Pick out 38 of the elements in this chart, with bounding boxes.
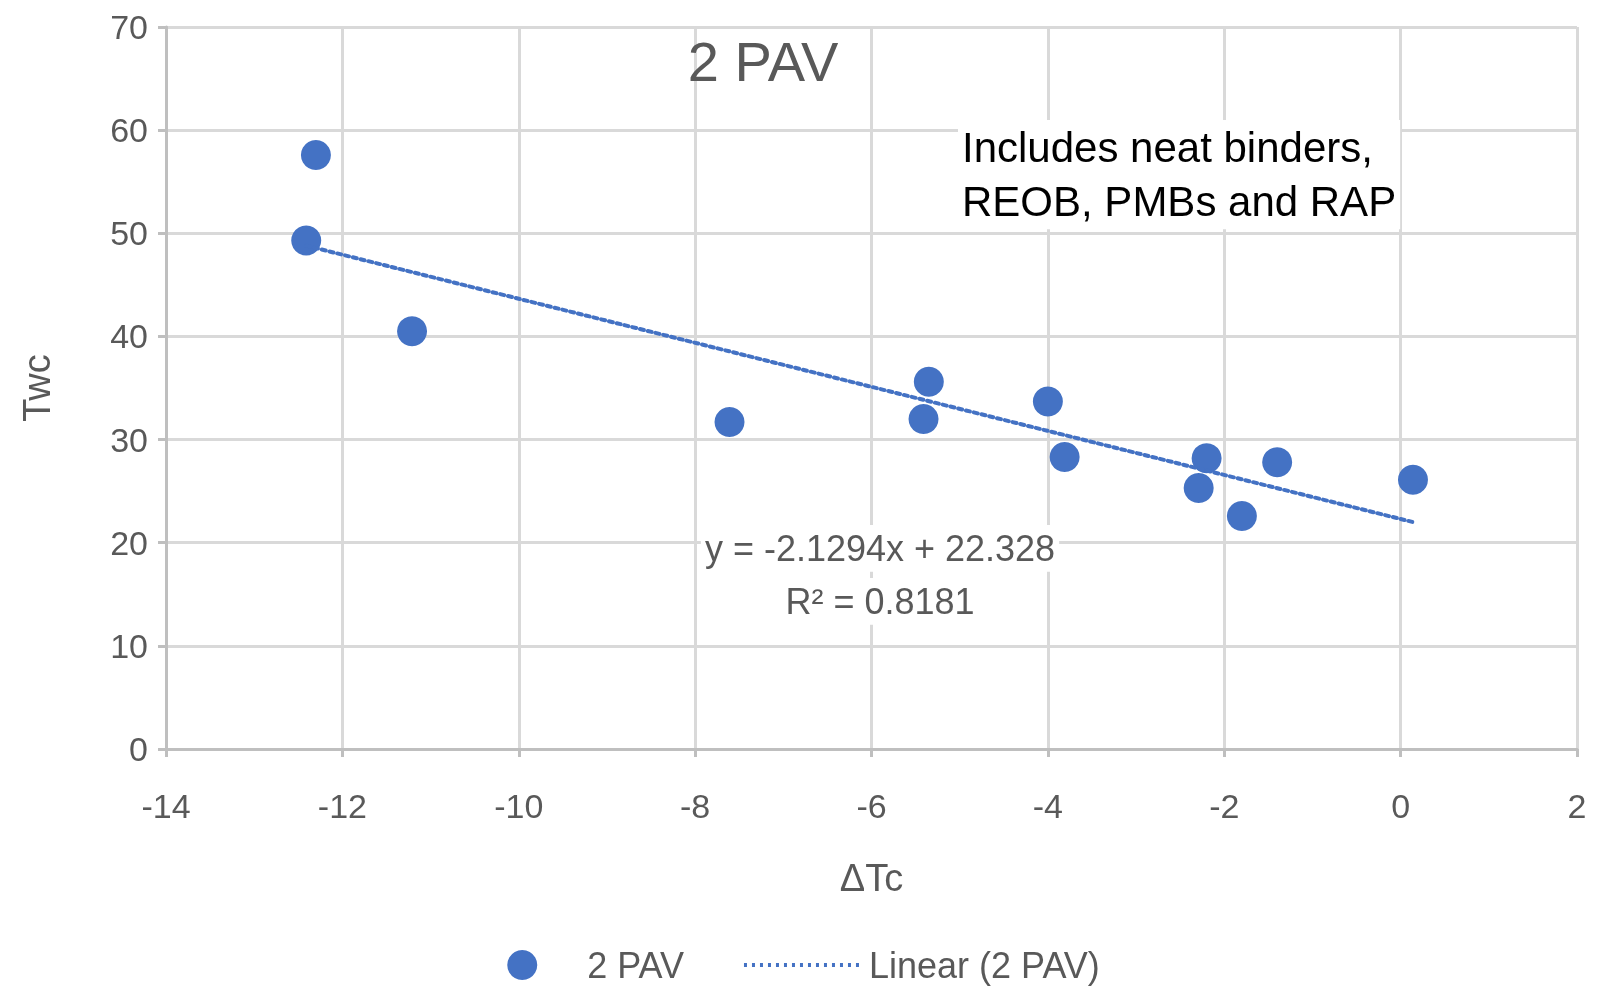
point	[913, 366, 944, 397]
y-tick-label: 40	[110, 317, 148, 356]
annotation: Includes neat binders, REOB, PMBs and RAP	[962, 123, 1397, 226]
point	[714, 407, 745, 438]
point	[1049, 442, 1080, 473]
y-tick-label: 10	[110, 626, 148, 665]
x-tick-label: -6	[856, 787, 887, 825]
point	[1183, 473, 1214, 504]
point	[908, 403, 939, 434]
legend-label: Linear (2 PAV)	[868, 944, 1100, 986]
x-tick-label: -12	[317, 787, 367, 825]
point	[1226, 500, 1257, 531]
x-tick-label: -14	[141, 787, 191, 825]
annotation: y = -2.1294x + 22.328	[704, 527, 1056, 569]
y-tick-label: 20	[110, 523, 148, 562]
x-tick-label: -4	[1032, 787, 1063, 825]
point	[1398, 464, 1428, 495]
point	[300, 139, 331, 170]
y-tick-label: 70	[110, 8, 148, 46]
y-axis-title: Twc	[16, 354, 58, 422]
x-axis-title: ΔTc	[839, 857, 904, 899]
x-tick-label: -8	[680, 787, 711, 825]
legend-label: 2 PAV	[587, 944, 684, 986]
point	[291, 225, 322, 256]
x-tick-label: 0	[1391, 787, 1411, 825]
annotation: R² = 0.8181	[785, 580, 975, 622]
x-tick-label: 2	[1567, 787, 1587, 825]
x-tick-label: -10	[494, 787, 544, 825]
point	[1191, 443, 1222, 474]
point	[1032, 386, 1063, 417]
y-tick-label: 0	[129, 730, 148, 768]
y-tick-label: 60	[110, 111, 148, 150]
y-tick-label: 50	[110, 214, 148, 253]
point	[397, 316, 428, 347]
x-tick-label: -2	[1209, 787, 1240, 825]
y-tick-label: 30	[110, 420, 148, 459]
chart-title: 2 PAV	[687, 29, 839, 93]
point	[1262, 447, 1293, 478]
